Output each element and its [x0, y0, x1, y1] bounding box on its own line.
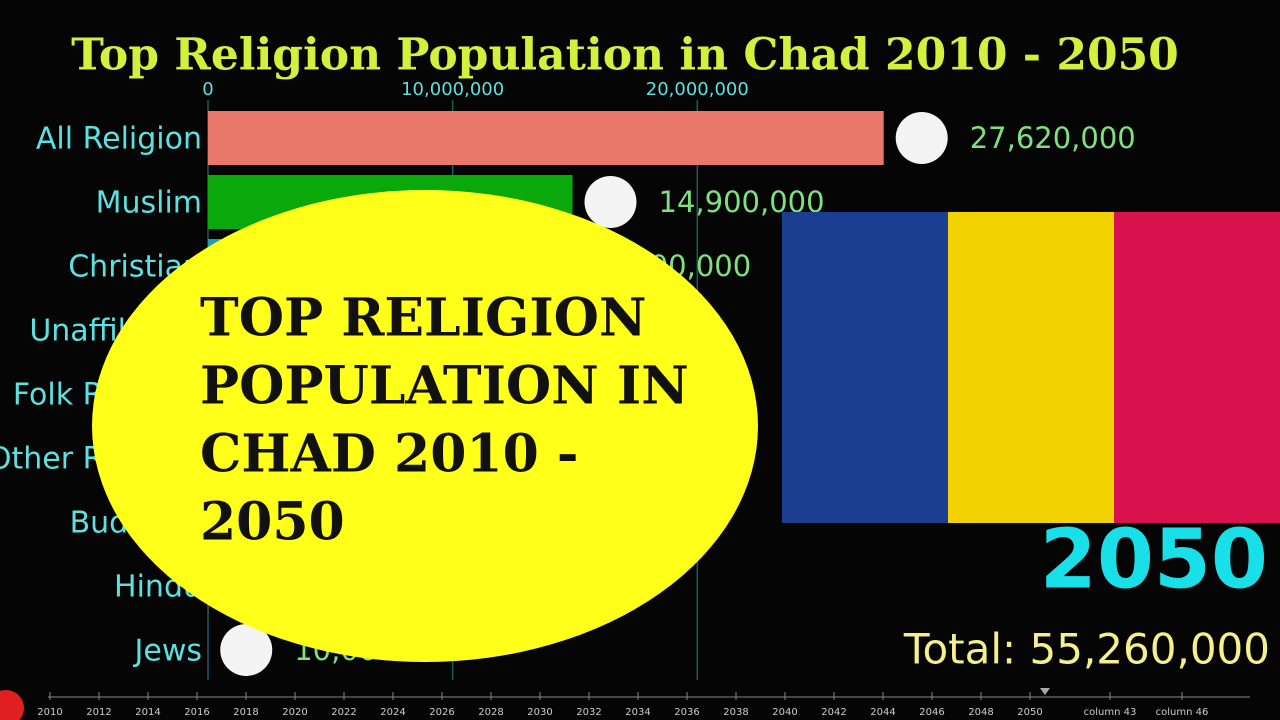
religion-icon [584, 176, 637, 228]
timeline-label: 2026 [429, 707, 454, 718]
flag-red [1114, 212, 1280, 523]
flag-blue [782, 212, 948, 523]
timeline-label: 2030 [527, 707, 552, 718]
timeline-label: column 46 [1156, 707, 1209, 718]
overlay-line: 2050 [200, 492, 345, 553]
timeline-label: 2018 [233, 707, 258, 718]
timeline-label: 2024 [380, 707, 405, 718]
religion-icon [895, 112, 948, 164]
timeline-label: 2016 [184, 707, 209, 718]
timeline-label: 2012 [86, 707, 111, 718]
flag [782, 212, 1280, 523]
chart-title: Top Religion Population in Chad 2010 - 2… [71, 30, 1179, 81]
timeline-label: 2028 [478, 707, 503, 718]
y-tick-label: All Religion [36, 122, 202, 157]
timeline-label: 2020 [282, 707, 307, 718]
year: 2050 [1040, 512, 1268, 607]
overlay-line: TOP RELIGION [200, 288, 647, 349]
timeline-label: 2032 [576, 707, 601, 718]
timeline-label: 2022 [331, 707, 356, 718]
overlay-text: TOP RELIGION POPULATION IN CHAD 2010 - 2050 [200, 288, 689, 553]
timeline-label: 2034 [625, 707, 650, 718]
timeline-label: 2036 [674, 707, 699, 718]
timeline-label: 2040 [772, 707, 797, 718]
timeline-label: 2014 [135, 707, 160, 718]
overlay-line: POPULATION IN [200, 356, 689, 417]
timeline-label: 2042 [821, 707, 846, 718]
timeline-label: 2048 [968, 707, 993, 718]
timeline-cursor [1040, 688, 1050, 695]
x-tick-label: 10,000,000 [401, 79, 504, 100]
timeline-label: 2044 [870, 707, 895, 718]
overlay-line: CHAD 2010 - [200, 424, 578, 485]
timeline-label: column 43 [1084, 707, 1137, 718]
flag-yellow [948, 212, 1114, 523]
timeline-label: 2046 [919, 707, 944, 718]
timeline-label: 2038 [723, 707, 748, 718]
y-tick-label: Muslim [96, 186, 202, 221]
total: Total: 55,260,000 [903, 625, 1270, 674]
timeline: 2010 2012 2014 2016 2018 2020 2022 2024 2026 2028… [37, 692, 1208, 718]
y-tick-label: Jews [133, 634, 202, 669]
value-label: 27,620,000 [970, 121, 1136, 155]
religion-icon [220, 624, 273, 676]
x-tick-label: 0 [202, 79, 213, 100]
overlay-ellipse [92, 190, 758, 662]
timeline-label: 2010 [37, 707, 62, 718]
play-button[interactable] [0, 690, 24, 720]
x-tick-label: 20,000,000 [646, 79, 749, 100]
bar [208, 111, 884, 165]
timeline-label: 2050 [1017, 707, 1042, 718]
